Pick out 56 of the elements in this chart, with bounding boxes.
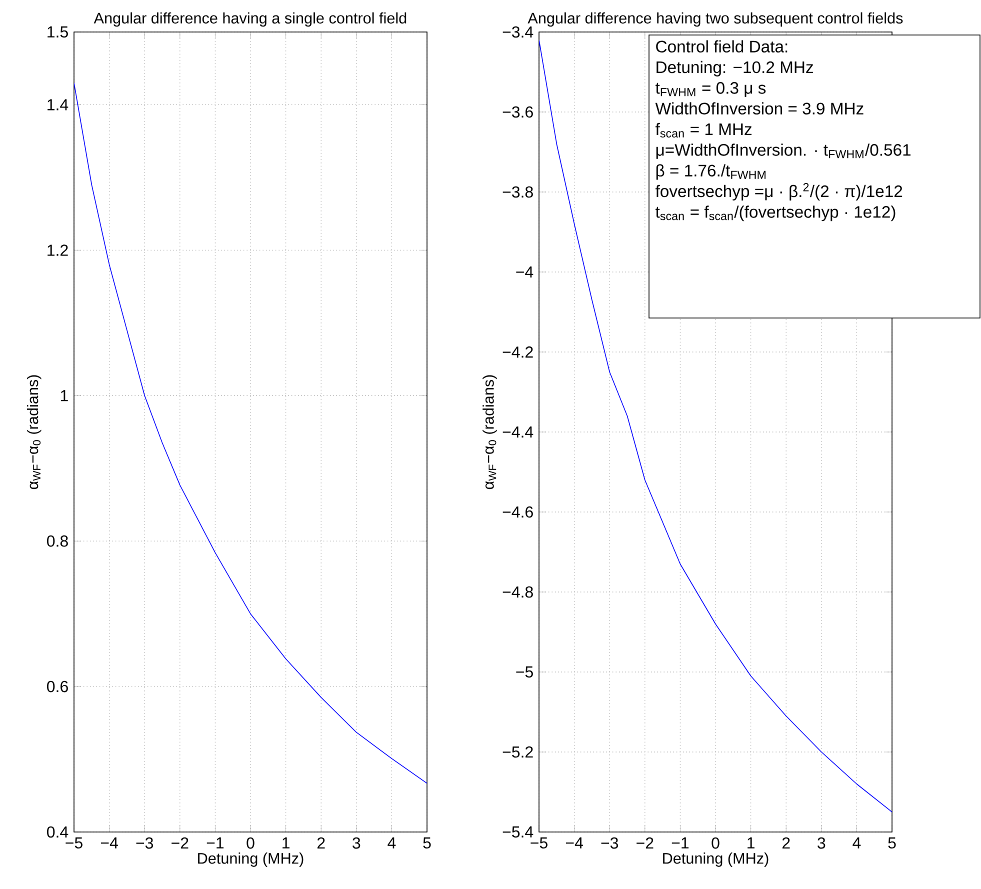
y-tick-label: −4.2 bbox=[502, 346, 533, 358]
y-axis-title: α$_{WF}$−α$_{0}$ (radians) bbox=[26, 375, 42, 490]
chart-title: Angular difference having two subsequent control fields bbox=[528, 12, 903, 27]
annotation: fovertsechyp =μ · β.$^{2}$/(2 · π)/1e12 bbox=[656, 183, 902, 200]
x-tick-label: 0 bbox=[712, 837, 720, 849]
annotation: WidthOfInversion = 3.9 MHz bbox=[655, 102, 864, 115]
x-tick-label: −2 bbox=[636, 837, 654, 849]
y-tick-label: −3.4 bbox=[502, 26, 534, 38]
x-axis-title: Detuning (MHz) bbox=[663, 852, 768, 867]
x-tick-label: −4 bbox=[100, 837, 118, 848]
x-tick-label: 3 bbox=[352, 837, 360, 849]
annotation: f$_{scan}$ = 1 MHz bbox=[656, 122, 752, 138]
x-tick-label: 4 bbox=[388, 837, 396, 848]
y-tick-label: −4.6 bbox=[502, 506, 533, 518]
annotation: μ=WidthOfInversion. · t$_{FWHM}$/0.561 bbox=[656, 144, 911, 159]
x-axis-title: Detuning (MHz) bbox=[198, 852, 304, 867]
annotation: t$_{FWHM}$ = 0.3 μ s bbox=[656, 82, 766, 97]
x-tick-label: 2 bbox=[317, 837, 325, 849]
x-tick-label: −5 bbox=[530, 837, 548, 849]
y-tick-label: 0.8 bbox=[47, 535, 68, 547]
annotation: Control field Data: bbox=[656, 40, 788, 53]
chart-title: Angular difference having a single control field bbox=[94, 12, 406, 27]
x-tick-label: −1 bbox=[672, 837, 689, 848]
x-tick-label: −4 bbox=[566, 837, 583, 848]
x-tick-label: −2 bbox=[172, 837, 188, 849]
y-tick-label: −4.8 bbox=[502, 586, 533, 598]
y-tick-label: −3.6 bbox=[502, 106, 533, 118]
x-tick-label: 5 bbox=[888, 837, 896, 849]
y-tick-label: −3.8 bbox=[502, 186, 533, 198]
x-tick-label: 4 bbox=[852, 837, 861, 848]
y-tick-label: 1.5 bbox=[48, 26, 68, 38]
line-series bbox=[74, 82, 428, 784]
y-tick-label: 1.2 bbox=[48, 244, 68, 256]
x-tick-label: −3 bbox=[136, 837, 154, 849]
x-tick-label: −5 bbox=[66, 837, 82, 849]
y-tick-label: 1.4 bbox=[48, 99, 68, 110]
x-tick-label: 0 bbox=[246, 837, 254, 849]
annotation: Detuning: −10.2 MHz bbox=[656, 60, 813, 76]
x-tick-label: 1 bbox=[748, 837, 754, 848]
x-tick-label: 1 bbox=[282, 837, 290, 848]
y-tick-label: 0.6 bbox=[47, 680, 68, 692]
annotation: β = 1.76./t$_{FWHM}$ bbox=[656, 164, 766, 180]
x-tick-label: −1 bbox=[206, 837, 224, 848]
y-tick-label: −4.4 bbox=[502, 426, 534, 438]
y-axis-title: α$_{WF}$−α$_{0}$ (radians) bbox=[482, 375, 497, 490]
x-tick-label: −3 bbox=[601, 837, 618, 849]
y-tick-label: 1 bbox=[60, 390, 68, 402]
x-tick-label: 5 bbox=[423, 837, 431, 849]
y-tick-label: 0.4 bbox=[47, 826, 68, 838]
y-tick-label: −5.4 bbox=[502, 826, 534, 838]
y-tick-label: −5.2 bbox=[502, 746, 533, 758]
y-tick-label: −5 bbox=[516, 666, 533, 678]
y-tick-label: −4 bbox=[516, 266, 534, 278]
annotation: t$_{scan}$ = f$_{scan}$/(fovertsechyp · 1e12) bbox=[656, 206, 896, 222]
x-tick-label: 2 bbox=[782, 837, 790, 849]
x-tick-label: 3 bbox=[818, 837, 826, 849]
